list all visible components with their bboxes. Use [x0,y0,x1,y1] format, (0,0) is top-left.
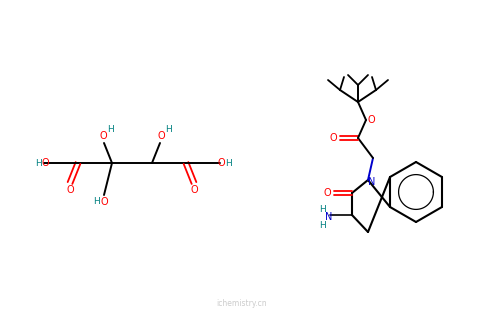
Text: N: N [368,177,376,187]
Text: O: O [329,133,337,143]
Text: H: H [225,159,231,168]
Text: O: O [323,188,331,198]
Text: O: O [100,197,108,207]
Text: O: O [190,185,198,195]
Text: ichemistry.cn: ichemistry.cn [217,299,267,308]
Text: O: O [99,131,107,141]
Text: H: H [319,205,326,214]
Text: O: O [41,158,49,168]
Text: O: O [217,158,225,168]
Text: H: H [93,197,100,206]
Text: N: N [325,212,333,222]
Text: O: O [367,115,375,125]
Text: H: H [107,126,114,134]
Text: O: O [157,131,165,141]
Text: H: H [35,159,41,168]
Text: H: H [319,221,326,230]
Text: O: O [66,185,74,195]
Text: H: H [166,126,172,134]
